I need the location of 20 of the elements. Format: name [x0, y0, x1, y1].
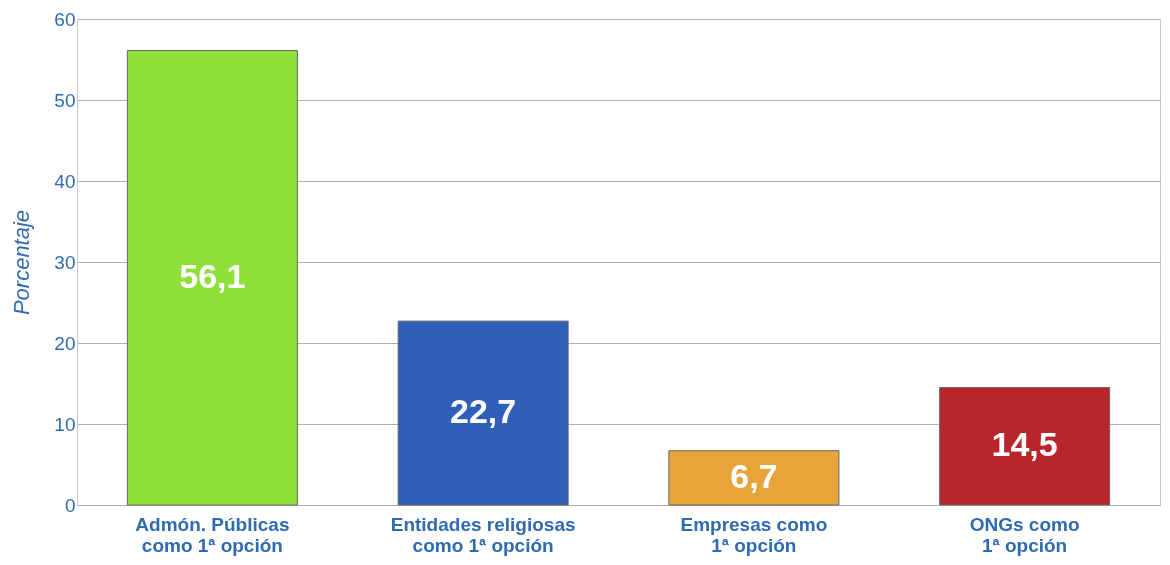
y-tick-label: 50	[54, 89, 76, 111]
y-axis-title: Porcentaje	[9, 209, 35, 316]
bar	[668, 450, 840, 506]
x-tick-label: Admón. Públicas como 1ª opción	[135, 513, 290, 556]
data-label: 56,1	[179, 256, 246, 295]
y-tick-label: 60	[54, 8, 76, 30]
x-tick-label: Empresas como 1ª opción	[680, 513, 828, 556]
bar	[939, 387, 1111, 506]
bar	[397, 320, 569, 506]
y-tick-label: 10	[54, 413, 76, 435]
y-tick-label: 40	[54, 170, 76, 192]
y-tick-label: 0	[64, 494, 76, 516]
y-tick-label: 20	[54, 332, 76, 354]
bar	[126, 50, 298, 506]
data-label: 14,5	[991, 425, 1058, 464]
y-tick-label: 30	[54, 251, 76, 273]
x-tick-label: Entidades religiosas como 1ª opción	[390, 513, 576, 556]
data-label: 22,7	[450, 392, 517, 431]
data-label: 6,7	[730, 456, 778, 495]
x-tick-label: ONGs como 1ª opción	[969, 513, 1080, 556]
